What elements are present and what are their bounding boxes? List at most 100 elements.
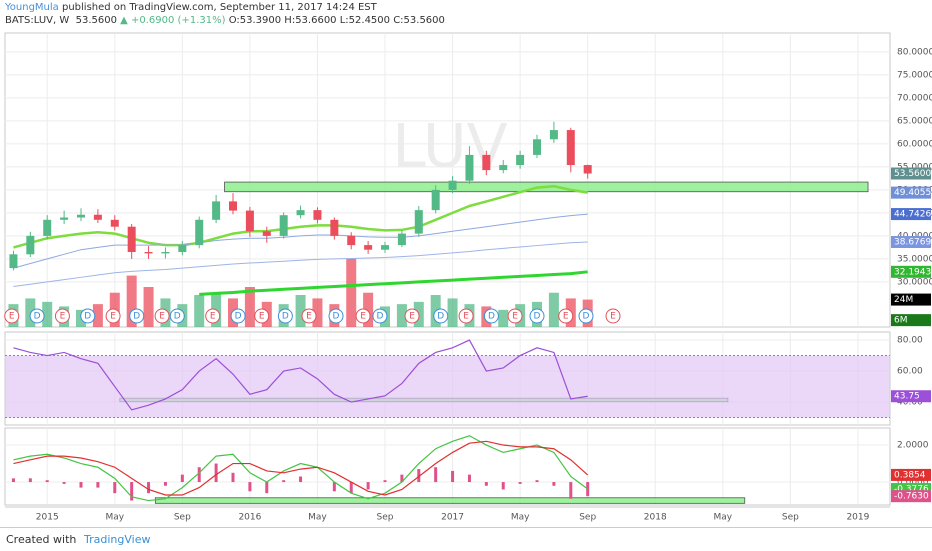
moving-average bbox=[13, 184, 588, 249]
y-tick-label: 75.0000 bbox=[897, 70, 932, 80]
x-tick-label: Sep bbox=[174, 513, 191, 523]
x-tick-label: 2019 bbox=[846, 513, 869, 523]
histogram-bar bbox=[11, 478, 15, 483]
candle-body bbox=[381, 245, 390, 250]
event-label: E bbox=[9, 312, 15, 322]
histogram-bar bbox=[163, 482, 167, 486]
histogram-bar bbox=[366, 482, 370, 490]
histogram-bar bbox=[451, 470, 455, 483]
axis-badge-label: 32.1943 bbox=[894, 267, 931, 277]
y-tick-label: 80.00 bbox=[897, 336, 923, 346]
event-label: D bbox=[376, 312, 383, 322]
event-label: E bbox=[210, 312, 216, 322]
event-label: E bbox=[360, 312, 366, 322]
candle-body bbox=[364, 245, 373, 250]
candle-body bbox=[43, 219, 52, 236]
histogram-bar bbox=[569, 482, 573, 499]
candle-body bbox=[229, 201, 238, 211]
y-tick-label: 70.0000 bbox=[897, 93, 932, 103]
histogram-bar bbox=[282, 480, 286, 483]
y-tick-label: 65.0000 bbox=[897, 116, 932, 126]
histogram-bar bbox=[417, 469, 421, 483]
histogram-bar bbox=[79, 482, 83, 488]
x-tick-label: May bbox=[308, 513, 327, 523]
x-tick-label: May bbox=[105, 513, 124, 523]
volume-bar bbox=[42, 301, 53, 327]
event-label: E bbox=[60, 312, 66, 322]
brand[interactable]: TradingView bbox=[84, 533, 151, 546]
candle-body bbox=[347, 235, 356, 246]
candle-body bbox=[245, 210, 254, 232]
volume-bar bbox=[447, 298, 458, 327]
event-marker bbox=[105, 308, 121, 324]
moving-average bbox=[199, 270, 588, 296]
candle-body bbox=[583, 165, 592, 174]
axis-badge-label: 43.75 bbox=[894, 392, 920, 402]
y-tick-label: 0.0000 bbox=[897, 478, 929, 488]
event-marker bbox=[355, 308, 371, 324]
histogram-bar bbox=[45, 480, 49, 483]
histogram-bar bbox=[197, 467, 201, 483]
axis-badge bbox=[891, 208, 931, 221]
event-marker bbox=[483, 308, 499, 324]
axis-badge-label: 53.5600 bbox=[894, 169, 931, 179]
histogram-bar bbox=[501, 482, 505, 490]
axis-badge bbox=[891, 186, 931, 199]
event-label: E bbox=[610, 312, 616, 322]
event-label: D bbox=[282, 312, 289, 322]
candle-body bbox=[93, 214, 102, 220]
candle-body bbox=[330, 219, 339, 236]
event-marker bbox=[458, 308, 474, 324]
axis-badge bbox=[891, 490, 931, 503]
axis-badge bbox=[891, 314, 931, 327]
candle-body bbox=[60, 217, 69, 220]
candle-body bbox=[516, 154, 525, 166]
candle-body bbox=[549, 130, 558, 140]
y-tick-label: 55.0000 bbox=[897, 162, 932, 172]
rsi-line bbox=[13, 339, 588, 411]
macd-line bbox=[13, 435, 589, 502]
volume-bar bbox=[498, 309, 509, 327]
volume-bar bbox=[363, 292, 374, 327]
event-label: D bbox=[84, 312, 91, 322]
author[interactable]: YoungMula bbox=[5, 2, 59, 13]
histogram-bar bbox=[96, 482, 100, 488]
histogram-bar bbox=[383, 480, 387, 483]
candle-body bbox=[482, 154, 491, 171]
histogram-bar bbox=[434, 467, 438, 483]
volume-bar bbox=[548, 292, 559, 327]
candle-body bbox=[465, 154, 474, 181]
event-label: D bbox=[133, 312, 140, 322]
axis-badge bbox=[891, 390, 931, 403]
footer: Created with TradingView bbox=[0, 527, 932, 551]
symbol-line: BATS:LUV, W 53.5600 ▲ +0.6900 (+1.31%) O… bbox=[5, 15, 445, 26]
axis-badge-label: 49.4055 bbox=[894, 188, 931, 198]
event-marker bbox=[129, 308, 145, 324]
axis-badge-label: 44.7426 bbox=[894, 210, 931, 220]
x-tick-label: Sep bbox=[782, 513, 799, 523]
event-marker bbox=[154, 308, 170, 324]
candle-body bbox=[144, 252, 153, 254]
event-label: E bbox=[110, 312, 116, 322]
event-label: E bbox=[159, 312, 165, 322]
created-with: Created with bbox=[6, 533, 77, 546]
event-marker bbox=[29, 308, 45, 324]
histogram-bar bbox=[484, 482, 488, 486]
axis-badge-label: 0.3854 bbox=[894, 470, 926, 480]
event-marker bbox=[404, 308, 420, 324]
x-tick-label: Sep bbox=[377, 513, 394, 523]
axis-badge bbox=[891, 167, 931, 180]
histogram-bar bbox=[130, 482, 134, 501]
volume-bar bbox=[244, 287, 255, 327]
candle-body bbox=[77, 214, 86, 218]
y-tick-label: 60.0000 bbox=[897, 139, 932, 149]
x-tick-label: 2018 bbox=[644, 513, 667, 523]
watermark: LUV bbox=[392, 112, 507, 182]
histogram-bar bbox=[62, 482, 66, 484]
candle-body bbox=[127, 226, 136, 253]
event-label: D bbox=[34, 312, 41, 322]
event-marker bbox=[507, 308, 523, 324]
event-marker bbox=[433, 308, 449, 324]
volume-bar bbox=[25, 298, 36, 327]
